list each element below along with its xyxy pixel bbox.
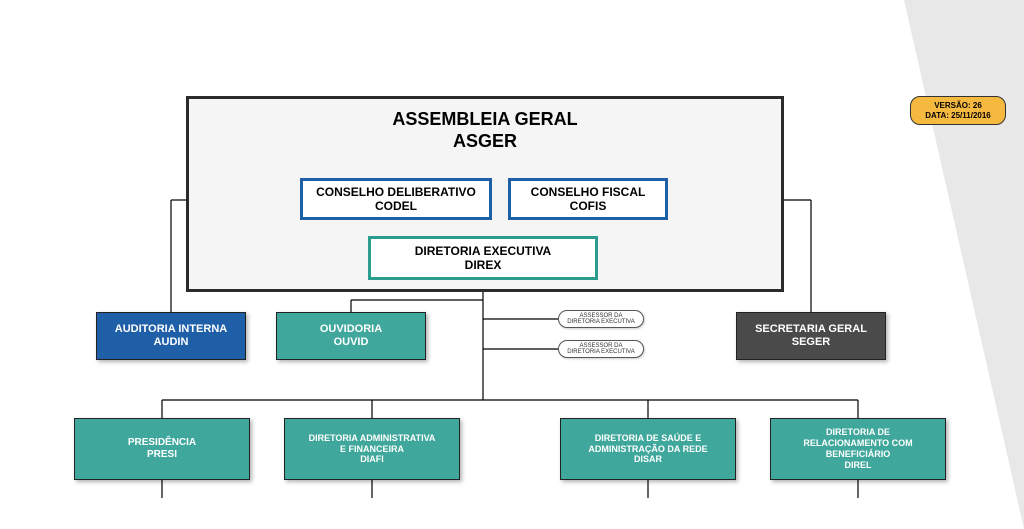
diafi-line3: DIAFI bbox=[360, 454, 384, 465]
direx-line1: DIRETORIA EXECUTIVA bbox=[415, 244, 551, 258]
advisor-pill-1: ASSESSOR DA DIRETORIA EXECUTIVA bbox=[558, 310, 644, 328]
seger-line1: SECRETARIA GERAL bbox=[755, 323, 867, 336]
seger-box: SECRETARIA GERAL SEGER bbox=[736, 312, 886, 360]
codel-box: CONSELHO DELIBERATIVO CODEL bbox=[300, 178, 492, 220]
advisor-pill-1-text: ASSESSOR DA DIRETORIA EXECUTIVA bbox=[565, 313, 637, 325]
codel-line2: CODEL bbox=[375, 199, 417, 213]
version-line1: VERSÃO: 26 bbox=[934, 101, 982, 110]
diafi-line1: DIRETORIA ADMINISTRATIVA bbox=[309, 433, 436, 444]
direx-box: DIRETORIA EXECUTIVA DIREX bbox=[368, 236, 598, 280]
direl-line1: DIRETORIA DE bbox=[826, 427, 890, 438]
version-line2: DATA: 25/11/2016 bbox=[925, 111, 991, 120]
presi-box: PRESIDÊNCIA PRESI bbox=[74, 418, 250, 480]
advisor-pill-2: ASSESSOR DA DIRETORIA EXECUTIVA bbox=[558, 340, 644, 358]
direl-box: DIRETORIA DE RELACIONAMENTO COM BENEFICI… bbox=[770, 418, 946, 480]
disar-box: DIRETORIA DE SAÚDE E ADMINISTRAÇÃO DA RE… bbox=[560, 418, 736, 480]
presi-line1: PRESIDÊNCIA bbox=[128, 437, 196, 449]
direl-line3: BENEFICIÁRIO bbox=[826, 449, 891, 460]
asger-title: ASSEMBLEIA GERAL ASGER bbox=[300, 104, 670, 158]
audin-line1: AUDITORIA INTERNA bbox=[115, 323, 227, 336]
direx-line2: DIREX bbox=[465, 258, 502, 272]
disar-line2: ADMINISTRAÇÃO DA REDE bbox=[588, 444, 707, 455]
disar-line1: DIRETORIA DE SAÚDE E bbox=[595, 433, 702, 444]
ouvid-line1: OUVIDORIA bbox=[320, 323, 382, 336]
direl-line2: RELACIONAMENTO COM bbox=[803, 438, 912, 449]
audin-line2: AUDIN bbox=[154, 336, 189, 349]
disar-line3: DISAR bbox=[634, 454, 662, 465]
presi-line2: PRESI bbox=[147, 449, 177, 461]
asger-title-line2: ASGER bbox=[453, 131, 517, 153]
diafi-box: DIRETORIA ADMINISTRATIVA E FINANCEIRA DI… bbox=[284, 418, 460, 480]
direl-line4: DIREL bbox=[845, 460, 872, 471]
ouvid-box: OUVIDORIA OUVID bbox=[276, 312, 426, 360]
seger-line2: SEGER bbox=[792, 336, 831, 349]
org-chart: ASSEMBLEIA GERAL ASGER CONSELHO DELIBERA… bbox=[0, 0, 1024, 529]
cofis-box: CONSELHO FISCAL COFIS bbox=[508, 178, 668, 220]
cofis-line2: COFIS bbox=[570, 199, 607, 213]
audin-box: AUDITORIA INTERNA AUDIN bbox=[96, 312, 246, 360]
asger-title-line1: ASSEMBLEIA GERAL bbox=[392, 109, 577, 131]
version-badge: VERSÃO: 26 DATA: 25/11/2016 bbox=[910, 96, 1006, 125]
cofis-line1: CONSELHO FISCAL bbox=[531, 185, 646, 199]
diafi-line2: E FINANCEIRA bbox=[340, 444, 404, 455]
ouvid-line2: OUVID bbox=[334, 336, 369, 349]
advisor-pill-2-text: ASSESSOR DA DIRETORIA EXECUTIVA bbox=[565, 343, 637, 355]
codel-line1: CONSELHO DELIBERATIVO bbox=[316, 185, 476, 199]
